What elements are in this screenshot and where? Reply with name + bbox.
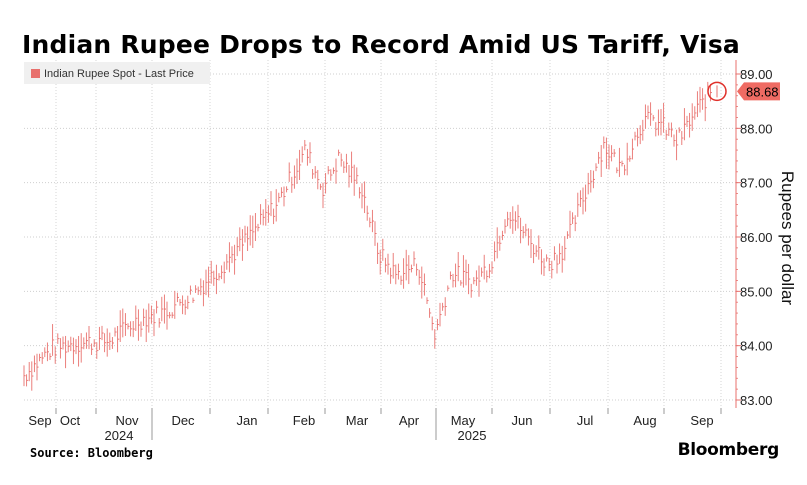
x-tick-label: Jan bbox=[237, 413, 258, 428]
legend-label: Indian Rupee Spot - Last Price bbox=[44, 68, 194, 80]
x-tick-label: Oct bbox=[60, 413, 81, 428]
y-tick-label: 88.00 bbox=[740, 121, 773, 136]
x-tick-label: Jun bbox=[512, 413, 533, 428]
x-tick-label: Apr bbox=[399, 413, 420, 428]
y-tick-label: 83.00 bbox=[740, 393, 773, 408]
x-tick-label: Nov bbox=[115, 413, 139, 428]
y-tick-label: 87.00 bbox=[740, 176, 773, 191]
year-label: 2025 bbox=[458, 428, 487, 443]
y-tick-label: 85.00 bbox=[740, 284, 773, 299]
year-label: 2024 bbox=[105, 428, 134, 443]
last-value-circle bbox=[707, 81, 727, 102]
legend: Indian Rupee Spot - Last Price bbox=[24, 62, 210, 84]
price-series bbox=[23, 81, 712, 391]
y-axis: 83.00 84.00 85.00 86.00 87.00 88.00 89.00 bbox=[735, 60, 773, 408]
x-tick-label: Mar bbox=[346, 413, 369, 428]
last-value-tag bbox=[737, 82, 780, 101]
y-tick-label: 84.00 bbox=[740, 339, 773, 354]
legend-box bbox=[24, 62, 210, 84]
x-axis: Sep Oct Nov Dec Jan Feb Mar Apr May Jun Jul Aug Sep 2… bbox=[28, 408, 722, 443]
x-tick-label: Dec bbox=[171, 413, 195, 428]
last-value-marker: 88.68 bbox=[707, 81, 780, 102]
source-note: Source: Bloomberg bbox=[30, 446, 153, 460]
last-value-label: 88.68 bbox=[746, 84, 779, 99]
x-tick-label: Sep bbox=[28, 413, 51, 428]
legend-swatch bbox=[31, 69, 40, 78]
x-tick-label: Jul bbox=[577, 413, 594, 428]
gridlines bbox=[24, 60, 736, 408]
y-tick-label: 89.00 bbox=[740, 67, 773, 82]
x-tick-label: May bbox=[451, 413, 476, 428]
x-tick-label: Sep bbox=[690, 413, 713, 428]
x-tick-label: Aug bbox=[633, 413, 656, 428]
y-tick-label: 86.00 bbox=[740, 230, 773, 245]
brand-logo: Bloomberg bbox=[677, 440, 780, 460]
x-tick-label: Feb bbox=[293, 413, 315, 428]
y-axis-label: Rupees per dollar bbox=[778, 171, 797, 306]
